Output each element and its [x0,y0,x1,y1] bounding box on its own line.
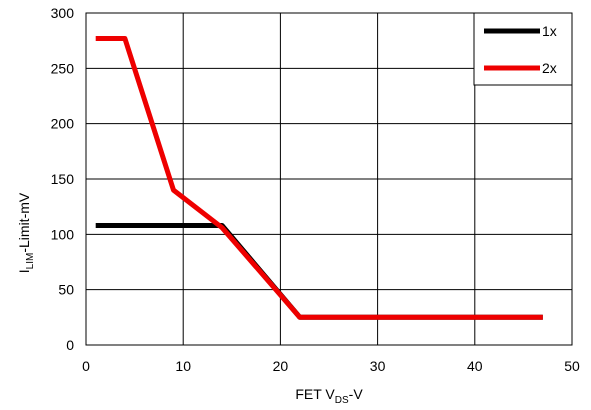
y-tick-label: 0 [66,337,74,353]
x-tick-label: 10 [175,358,191,374]
y-tick-label: 150 [51,171,75,187]
y-axis-label: ILIM-Limit-mV [16,192,36,273]
series-line-2x [95,36,543,320]
tick-labels: 0 10 20 30 40 50 0 50 100 150 200 250 300 [51,5,580,374]
y-tick-label: 200 [51,116,75,132]
x-tick-label: 30 [370,358,386,374]
x-axis-label: FET VDS-V [295,386,363,406]
legend-label-1x: 1x [542,23,557,39]
x-tick-label: 50 [564,358,580,374]
plot-area-frame [85,12,573,346]
y-tick-label: 300 [51,5,75,21]
legend-label-2x: 2x [542,60,557,76]
legend-box [473,12,573,86]
series-line-1x [95,223,543,320]
series-layer [95,36,543,320]
legend: 1x 2x [473,12,573,86]
y-tick-label: 100 [51,226,75,242]
y-tick-label: 250 [51,60,75,76]
y-tick-label: 50 [58,282,74,298]
x-tick-label: 20 [273,358,289,374]
x-tick-label: 0 [82,358,90,374]
x-tick-label: 40 [467,358,483,374]
